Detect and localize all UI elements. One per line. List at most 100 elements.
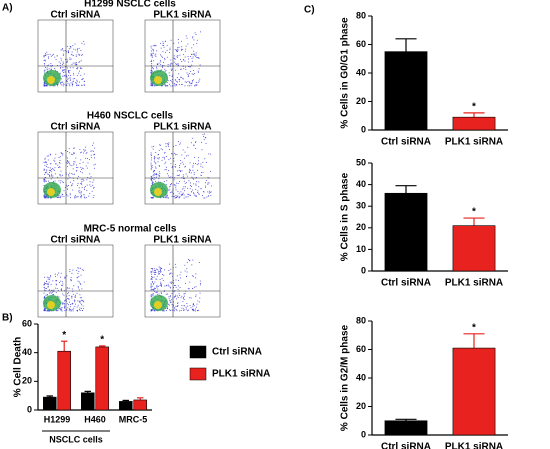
flow-dot: [83, 152, 85, 154]
flow-dot: [77, 280, 79, 282]
flow-dot: [83, 196, 85, 198]
flow-dot: [66, 76, 68, 78]
flow-dot: [66, 45, 68, 47]
flow-dot: [52, 53, 54, 55]
flow-dot: [182, 176, 184, 178]
flow-dot: [177, 38, 179, 40]
flow-dot: [61, 307, 63, 309]
flow-dot: [155, 176, 157, 178]
flow-dot: [174, 69, 176, 71]
flow-dot: [62, 69, 64, 71]
flow-dot: [151, 269, 153, 271]
flow-dot: [176, 50, 178, 52]
flow-dot: [176, 55, 178, 57]
flow-dot: [87, 176, 89, 178]
flow-dot: [70, 53, 72, 55]
flow-dot: [162, 44, 164, 46]
flow-dot: [153, 68, 155, 70]
flow-dot: [190, 71, 192, 73]
flow-dot: [80, 197, 82, 199]
flow-dot: [43, 72, 45, 74]
flow-dot: [67, 185, 69, 187]
flow-dot: [78, 275, 80, 277]
flow-dot: [183, 58, 185, 60]
flow-dot: [66, 194, 68, 196]
flow-dot: [177, 302, 179, 304]
flow-dot: [59, 182, 61, 184]
flow-dot: [180, 48, 182, 50]
flow-dot: [89, 181, 91, 183]
flow-dot: [150, 45, 152, 47]
flow-dot: [156, 174, 158, 176]
flow-dot: [166, 180, 168, 182]
flow-dot: [81, 299, 83, 301]
flow-dot: [57, 64, 59, 66]
flow-dot: [168, 159, 170, 161]
flow-dot: [43, 168, 45, 170]
y-tick-label: 80: [356, 315, 366, 325]
flow-dot: [67, 150, 69, 152]
flow-dot: [191, 80, 193, 82]
flow-dot: [50, 62, 52, 64]
flow-dot: [176, 153, 178, 155]
flow-dot: [74, 195, 76, 197]
flow-dot: [165, 293, 167, 295]
flow-dot: [204, 133, 206, 135]
flow-dot: [184, 264, 186, 266]
flow-dot: [193, 178, 195, 180]
flow-dot: [193, 163, 195, 165]
flow-dot: [69, 59, 71, 61]
flow-dot: [84, 150, 86, 152]
flow-dot: [170, 85, 172, 87]
flow-dot: [59, 195, 61, 197]
flow-dot: [158, 270, 160, 272]
flow-dot: [68, 148, 70, 150]
flow-dot: [164, 57, 166, 59]
flow-dot: [162, 310, 164, 312]
flow-dot: [59, 308, 61, 310]
flow-dot: [44, 157, 46, 159]
flow-dot: [85, 165, 87, 167]
flow-dot: [153, 160, 155, 162]
flow-dot: [150, 271, 152, 273]
flow-dot: [187, 154, 189, 156]
flow-dot: [165, 161, 167, 163]
flow-dot: [152, 293, 154, 295]
flow-dot: [195, 308, 197, 310]
flow-dot: [90, 150, 92, 152]
flow-dot: [198, 309, 200, 311]
flow-dot: [179, 196, 181, 198]
flow-dot: [154, 156, 156, 158]
flow-dot: [164, 68, 166, 70]
flow-dot: [69, 172, 71, 174]
legend-swatch: [189, 367, 207, 381]
flow-dot: [150, 296, 152, 298]
flow-dot: [75, 157, 77, 159]
flow-dot: [84, 186, 86, 188]
flow-dot: [61, 174, 63, 176]
flow-dot: [81, 55, 83, 57]
flow-dot: [60, 308, 62, 310]
flow-dot: [81, 288, 83, 290]
flow-dot: [187, 196, 189, 198]
flow-dot: [196, 303, 198, 305]
flow-dot: [163, 157, 165, 159]
flow-dot: [196, 181, 198, 183]
flow-dot: [150, 47, 152, 49]
flow-dot: [76, 269, 78, 271]
flow-dot: [188, 180, 190, 182]
flow-dot: [184, 270, 186, 272]
flow-dot: [43, 292, 45, 294]
flow-dot: [45, 287, 47, 289]
flow-dot: [173, 160, 175, 162]
flow-dot: [187, 146, 189, 148]
flow-dot: [48, 172, 50, 174]
flow-dot: [49, 170, 51, 172]
flow-dot: [181, 154, 183, 156]
flow-dot: [208, 192, 210, 194]
flow-dot: [190, 191, 192, 193]
flow-dot: [60, 78, 62, 80]
flow-dot: [78, 84, 80, 86]
flow-dot: [54, 180, 56, 182]
flow-dot: [84, 149, 86, 151]
